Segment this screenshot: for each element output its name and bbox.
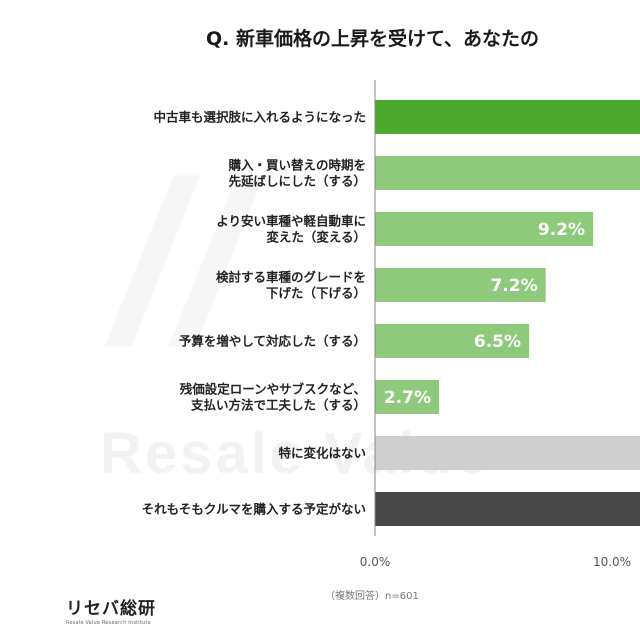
bar-0 bbox=[375, 100, 640, 134]
category-label-5: 残価設定ローンやサブスクなど、支払い方法で工夫した（する） bbox=[180, 382, 366, 413]
sample-note: （複数回答）n=601 bbox=[325, 591, 419, 602]
bar-2 bbox=[375, 212, 594, 246]
category-label-3: 検討する車種のグレードを下げた（下げる） bbox=[216, 270, 366, 301]
bar-7 bbox=[375, 492, 640, 526]
category-label-6: 特に変化はない bbox=[278, 446, 366, 461]
category-label-1: 購入・買い替えの時期を先延ばしにした（する） bbox=[227, 158, 366, 189]
bar-6 bbox=[375, 436, 640, 470]
logo-text: リセバ総研 bbox=[66, 599, 156, 619]
value-label-4: 6.5% bbox=[474, 332, 521, 352]
logo-subtitle: Resale Value Research Institute bbox=[66, 620, 151, 626]
value-label-3: 7.2% bbox=[490, 276, 537, 296]
bar-1 bbox=[375, 156, 640, 190]
chart-title: Q. 新車価格の上昇を受けて、あなたの bbox=[206, 28, 540, 50]
bar-4 bbox=[375, 324, 530, 358]
category-label-7: それもそもクルマを購入する予定がない bbox=[142, 502, 366, 517]
x-tick-label-0: 0.0% bbox=[360, 555, 391, 569]
x-tick-label-1: 10.0% bbox=[593, 555, 631, 569]
value-label-2: 9.2% bbox=[538, 220, 585, 240]
logo: リセバ総研 Resale Value Research Institute bbox=[66, 594, 156, 626]
bar-5 bbox=[375, 380, 439, 414]
category-label-2: より安い車種や軽自動車に変えた（変える） bbox=[216, 214, 366, 245]
category-label-0: 中古車も選択肢に入れるようになった bbox=[153, 110, 366, 125]
category-label-4: 予算を増やして対応した（する） bbox=[179, 334, 366, 349]
bar-3 bbox=[375, 268, 546, 302]
value-label-5: 2.7% bbox=[384, 388, 431, 408]
